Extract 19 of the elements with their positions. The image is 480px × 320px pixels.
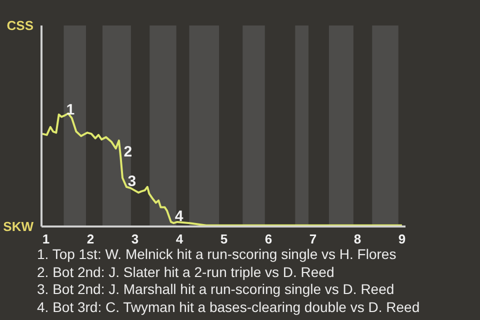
text: CSS [6, 18, 34, 33]
x-tick-label: 4 [176, 232, 184, 246]
text: 2. Bot 2nd: J. Slater hit a 2-run triple vs D. Reed [37, 264, 334, 280]
x-tick-label: 3 [131, 232, 139, 246]
x-tick-label: 5 [220, 232, 228, 246]
x-tick-label: 8 [354, 232, 362, 246]
x-tick-label: 6 [264, 232, 272, 246]
annotation: 1 [66, 102, 75, 119]
text: 3. Bot 2nd: J. Marshall hit a run-scoring single vs D. Reed [37, 281, 394, 297]
x-tick-label: 9 [398, 232, 406, 246]
annotation: 4 [174, 208, 184, 225]
x-tick-label: 7 [309, 232, 317, 246]
x-tick-label: 1 [42, 232, 50, 246]
text: 1. Top 1st: W. Melnick hit a run-scoring single vs H. Flores [37, 246, 396, 262]
annotation: 2 [124, 144, 132, 161]
text: SKW [3, 219, 34, 234]
x-tick-label: 2 [86, 232, 94, 246]
annotation: 3 [128, 172, 136, 190]
text: 4. Bot 3rd: C. Twyman hit a bases-clearing double vs D. Reed [37, 298, 420, 314]
